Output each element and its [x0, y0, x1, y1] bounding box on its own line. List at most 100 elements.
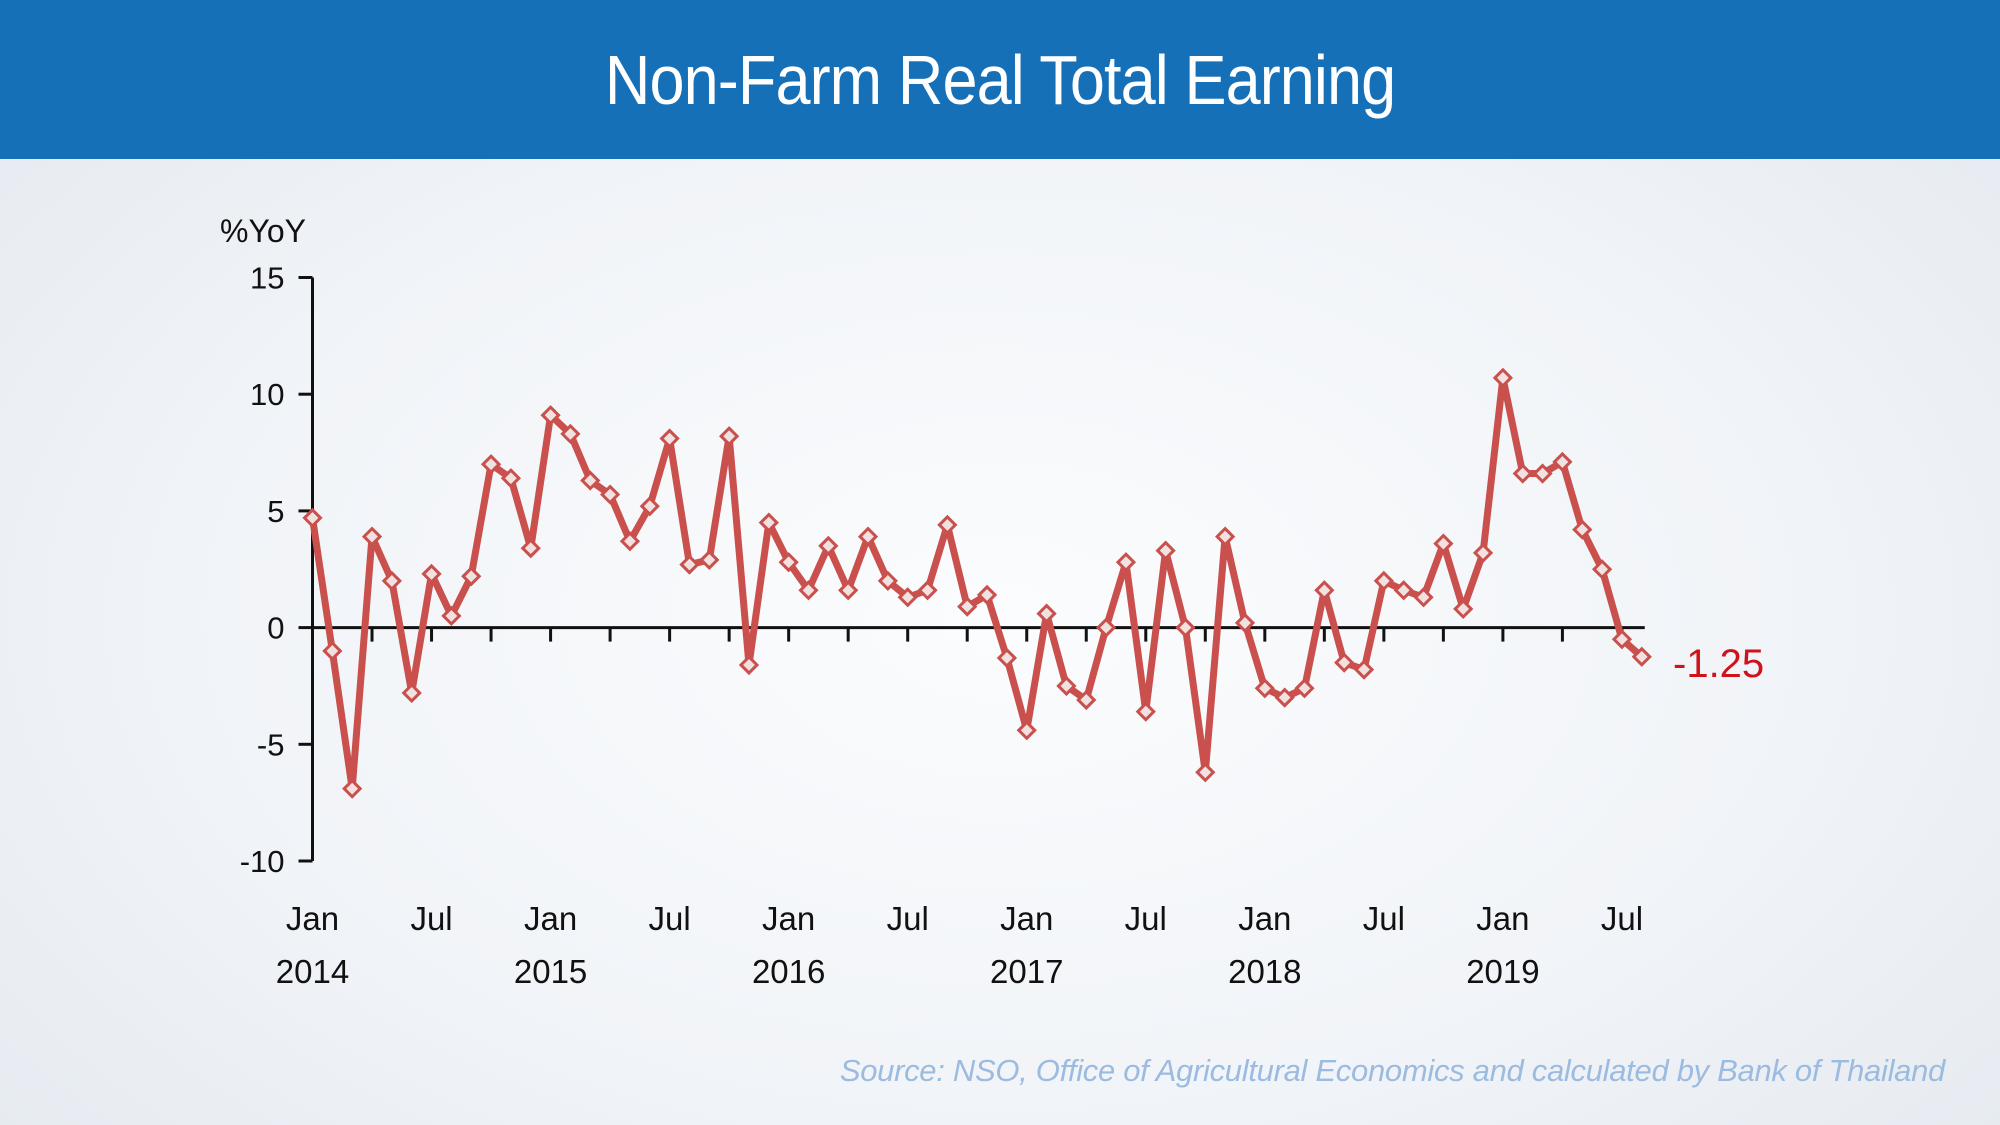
data-point-marker [976, 584, 998, 606]
data-point-marker [1413, 587, 1434, 608]
data-point-marker [1532, 463, 1553, 484]
data-point-marker [540, 405, 561, 426]
x-tick-label-month: Jan [1000, 900, 1053, 937]
y-tick-label: 15 [250, 261, 284, 296]
x-tick-label-month: Jul [887, 900, 929, 937]
data-point-marker [937, 514, 958, 536]
data-point-marker [1492, 367, 1514, 388]
data-point-marker [1056, 675, 1077, 697]
x-tick-labels: Jan 2014 Jul Jan 2015 Jul Jan 2016 Jul Jan 2017 Jul… [276, 900, 1643, 990]
data-point-marker [520, 538, 541, 559]
data-point-marker [719, 426, 740, 447]
data-point-marker [1591, 559, 1613, 580]
data-point-marker [1076, 689, 1097, 711]
y-axis-label: %YoY [220, 213, 306, 249]
x-tick-label-month: Jul [1363, 900, 1405, 937]
data-point-marker [1135, 701, 1156, 722]
data-point-marker [1631, 646, 1652, 667]
data-point-marker [639, 496, 660, 517]
data-point-marker [897, 587, 918, 608]
data-point-marker [302, 507, 323, 529]
data-point-marker [659, 428, 680, 449]
data-point-marker [461, 566, 482, 587]
data-point-marker [1512, 463, 1533, 484]
data-point-marker [679, 554, 700, 575]
last-value-label: -1.25 [1673, 642, 1764, 686]
axes [298, 276, 1645, 863]
data-point-marker [917, 580, 938, 601]
x-tick-label-month: Jan [286, 900, 339, 937]
data-point-marker [738, 654, 760, 676]
data-point-marker [1036, 603, 1057, 624]
source-note: Source: NSO, Office of Agricultural Econ… [839, 1053, 1945, 1088]
data-point-marker [1115, 552, 1137, 573]
data-point-marker [1155, 540, 1176, 561]
x-tick-label-month: Jan [762, 900, 815, 937]
data-point-marker [342, 778, 363, 799]
data-point-marker [322, 640, 343, 662]
x-tick-label-year: 2018 [1228, 953, 1301, 990]
data-point-marker [1314, 580, 1335, 601]
y-tick-label: 0 [267, 611, 284, 646]
x-tick-label-year: 2016 [752, 953, 825, 990]
data-point-marker [1334, 652, 1355, 673]
data-point-marker [421, 563, 442, 585]
data-point-marker [818, 535, 839, 557]
data-point-marker [560, 423, 581, 444]
page-title: Non-Farm Real Total Earning [604, 40, 1396, 119]
data-point-marker [1274, 687, 1295, 708]
data-point-marker [599, 484, 621, 505]
data-point-marker [778, 552, 799, 573]
x-tick-label-month: Jan [524, 900, 577, 937]
x-tick-label-year: 2014 [276, 953, 349, 990]
data-point-marker [441, 605, 462, 627]
data-point-marker [1393, 580, 1414, 601]
x-tick-label-month: Jan [1476, 900, 1529, 937]
y-tick-labels: 15 10 5 0 -5 -10 [240, 261, 285, 880]
y-tick-label: -5 [257, 727, 285, 762]
x-tick-label-year: 2015 [514, 953, 587, 990]
data-point-marker [1175, 617, 1196, 638]
data-point-marker [798, 580, 819, 601]
data-point-marker [758, 512, 779, 533]
data-point-marker [1373, 570, 1394, 592]
y-tick-label: 5 [267, 494, 284, 529]
data-point-marker [1016, 720, 1037, 741]
data-point-marker [1433, 533, 1454, 554]
data-point-marker [361, 526, 383, 547]
data-point-marker [838, 580, 859, 601]
data-point-marker [1215, 526, 1236, 547]
data-point-marker [996, 647, 1018, 669]
x-tick-label-year: 2017 [990, 953, 1063, 990]
series-earning [302, 367, 1652, 799]
title-banner: Non-Farm Real Total Earning [0, 0, 2000, 159]
data-point-marker [619, 531, 641, 552]
data-point-marker [957, 596, 978, 617]
y-tick-label: 10 [250, 377, 284, 412]
x-tick-label-month: Jul [410, 900, 452, 937]
data-point-marker [381, 570, 402, 592]
x-tick-label-month: Jan [1238, 900, 1291, 937]
data-point-marker [1294, 678, 1315, 699]
data-point-marker [580, 470, 601, 491]
x-tick-label-month: Jul [649, 900, 691, 937]
y-tick-label: -10 [240, 844, 285, 879]
data-point-marker [1572, 519, 1593, 540]
data-point-marker [480, 454, 502, 475]
data-point-marker [699, 549, 720, 571]
data-point-marker [1234, 612, 1256, 634]
data-point-marker [500, 468, 522, 489]
data-point-marker [1353, 659, 1375, 680]
data-point-marker [1095, 617, 1117, 638]
data-point-marker [1254, 678, 1275, 699]
x-tick-label-month: Jul [1125, 900, 1167, 937]
data-point-marker [1611, 629, 1633, 650]
data-point-marker [857, 526, 879, 547]
data-point-marker [1472, 542, 1494, 564]
series-line [309, 374, 1645, 793]
data-point-marker [877, 570, 898, 592]
data-point-marker [1552, 451, 1573, 473]
data-point-marker [1453, 598, 1474, 620]
